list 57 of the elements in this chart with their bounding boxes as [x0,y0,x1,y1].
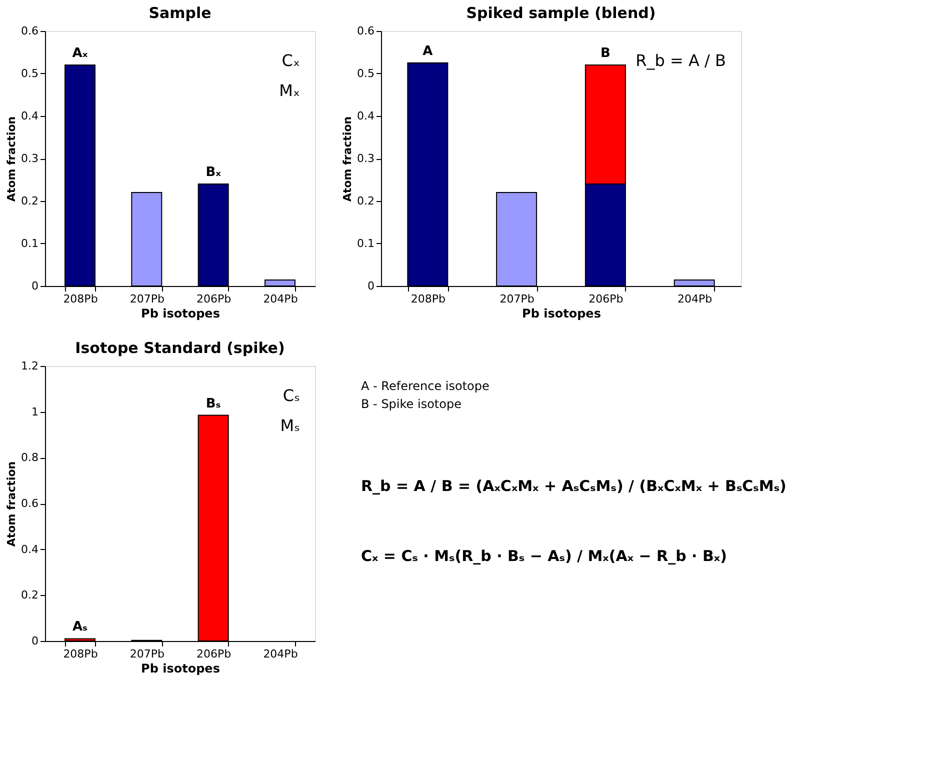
y-tick-label: 0.4 [21,542,38,556]
annotation: A [422,44,433,59]
text: A - Reference isotope [361,379,490,393]
x-tick-label: 208Pb [410,292,446,306]
y-tick-label: 0 [368,280,374,292]
annotation: Cₛ [282,386,300,405]
y-tick-label: 0.8 [21,451,38,464]
y-tick-label: 0.2 [357,194,374,208]
y-tick-label: 0 [32,280,38,292]
x-axis-title: Pb isotopes [141,306,220,320]
y-tick-label: 0.1 [21,237,38,250]
x-tick-label: 207Pb [130,292,164,306]
y-tick-label: 0.2 [21,194,38,208]
annotation: Bₓ [206,165,222,180]
text: R_b = A / B = (AₓCₓMₓ + AₛCₛMₛ) / (BₓCₓMₓ + BₛCₛMₛ) [361,477,786,495]
chart-title: Isotope Standard (spike) [75,339,285,357]
x-tick-label: 207Pb [500,292,534,306]
annotation: Mₛ [280,416,300,435]
x-tick-label: 208Pb [63,648,98,660]
y-tick-label: 0.5 [21,67,38,80]
y-axis-title: Atom fraction [5,461,18,547]
chart-title: Sample [148,4,212,22]
x-tick-label: 204Pb [263,292,298,306]
text: Cₓ = Cₛ · Mₛ(R_b · Bₛ − Aₛ) / Mₓ(Aₓ − R_b · Bₓ) [361,547,727,565]
y-tick-label: 0 [32,634,38,648]
y-tick-label: 0.4 [357,110,374,122]
annotation: Cₓ [282,51,300,70]
x-tick-label: 206Pb [588,292,624,306]
annotation: Bₛ [206,396,221,412]
chart-title: Spiked sample (blend) [466,4,656,22]
y-tick-label: 0.6 [357,24,374,38]
x-tick-label: 206Pb [196,292,232,306]
x-tick-label: 208Pb [63,292,98,306]
text: B - Spike isotope [361,397,462,411]
x-tick-label: 204Pb [678,292,712,306]
y-axis-title: Atom fraction [341,116,354,202]
x-tick-label: 207Pb [130,648,164,660]
y-tick-label: 0.6 [21,24,38,38]
y-tick-label: 0.5 [357,67,374,80]
y-axis-title: Atom fraction [5,116,18,202]
y-tick-label: 0.3 [357,152,374,165]
y-tick-label: 1 [32,405,38,418]
annotation: Mₓ [279,81,300,100]
annotation: Aₛ [72,620,88,635]
x-tick-label: 204Pb [263,648,298,660]
annotation: B [600,46,610,61]
y-tick-label: 1.2 [21,360,38,372]
y-tick-label: 0.2 [21,588,38,602]
y-tick-label: 0.1 [357,237,374,250]
annotation: R_b = A / B [636,51,726,70]
x-axis-title: Pb isotopes [141,662,220,676]
x-axis-title: Pb isotopes [522,306,601,320]
y-tick-label: 0.6 [21,497,38,510]
x-tick-label: 206Pb [196,648,232,660]
y-tick-label: 0.3 [21,152,38,165]
annotation: Aₓ [72,46,88,61]
y-tick-label: 0.4 [21,110,38,122]
